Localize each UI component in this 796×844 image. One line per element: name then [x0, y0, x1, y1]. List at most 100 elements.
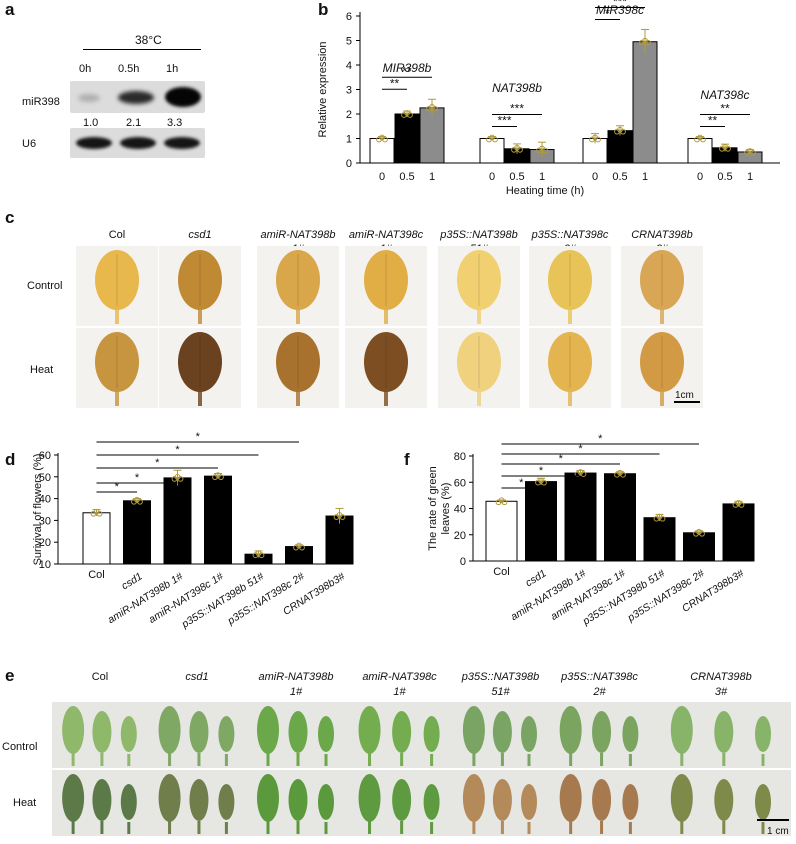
data-point [620, 128, 626, 135]
data-point [659, 515, 666, 522]
leaf-photo-control [438, 246, 520, 326]
y-axis-label: leaves (%) [440, 483, 452, 535]
group-name: MIR398b [383, 61, 432, 75]
rosette-leaf-photo-heat [548, 770, 651, 836]
sig-marker: * [598, 433, 603, 445]
u6-blot-image [70, 128, 205, 158]
rosette-leaf-photo-control [453, 702, 548, 768]
genotype-line-e: 1# [289, 686, 303, 698]
genotype-line-e: 1# [393, 686, 406, 698]
data-point [177, 475, 184, 482]
x-tick-label: 1 [539, 171, 545, 183]
data-point [580, 471, 587, 477]
data-point [432, 105, 438, 112]
mir398-blot-image [70, 81, 205, 113]
bar [123, 500, 151, 565]
bar [419, 107, 445, 164]
sig-marker: *** [510, 102, 524, 116]
rosette-leaf-photo-heat [246, 770, 346, 836]
x-tick-label: 1 [642, 171, 648, 183]
genotype-header-c: CRNAT398b [631, 229, 693, 241]
sig-marker: * [115, 481, 120, 493]
group-name: MIR398c [596, 3, 644, 17]
y-tick-label: 20 [39, 537, 51, 549]
x-axis-label: Heating time (h) [506, 185, 584, 197]
genotype-header-c: csd1 [188, 229, 212, 241]
data-point [645, 39, 651, 46]
data-point [339, 514, 346, 520]
leaf-photo-control [257, 246, 339, 326]
genotype-line-e: 51# [491, 686, 510, 698]
genotype-line-e: 2# [593, 686, 606, 698]
timepoint-0: 0h [79, 63, 92, 75]
quant-2: 3.3 [167, 117, 183, 129]
genotype-header-e: Col [91, 671, 109, 683]
leaf-photo-heat [438, 328, 520, 408]
scale-bar-e [757, 819, 789, 821]
chart-f-green-leaves: 0 20 40 60 80 The rate of green leaves (%) Col c… [427, 433, 755, 628]
y-tick-label: 40 [39, 494, 51, 506]
y-tick-label: 30 [39, 515, 51, 527]
sig-marker: * [519, 477, 524, 489]
leaf-photo-control [621, 246, 703, 326]
sig-marker: ** [708, 114, 718, 128]
bar [525, 481, 557, 562]
sig-marker: ** [402, 64, 412, 78]
sig-marker: * [539, 465, 544, 477]
x-tick-label: 0 [697, 171, 703, 183]
panel-label-f: f [404, 450, 410, 469]
bar [285, 546, 313, 565]
y-tick-label: 3 [346, 85, 352, 97]
bar [607, 130, 633, 164]
bar [163, 477, 192, 565]
data-point [137, 498, 143, 505]
x-tick-label: csd1 [119, 570, 144, 592]
data-point [699, 530, 705, 537]
leaf-photo-control [345, 246, 427, 326]
row-label-u6: U6 [22, 138, 37, 150]
x-tick-label: 0.5 [717, 171, 732, 183]
x-tick-label: 0 [379, 171, 385, 183]
y-tick-label: 6 [346, 11, 352, 23]
x-tick-label: 1 [429, 171, 435, 183]
data-point [595, 136, 601, 143]
sig-marker: * [135, 472, 140, 484]
data-point [501, 499, 508, 506]
rosette-leaf-photo-heat [346, 770, 453, 836]
panel-label-d: d [5, 450, 16, 469]
rosette-leaf-photo-control [548, 702, 651, 768]
leaf-photo-heat [159, 328, 241, 408]
genotype-header-c: amiR-NAT398c [348, 229, 424, 241]
data-point [738, 502, 745, 508]
y-tick-label: 0 [460, 556, 466, 568]
sig-marker: * [155, 457, 160, 469]
temperature-line [83, 49, 201, 50]
sig-marker: * [196, 431, 201, 443]
x-tick-label: 1 [747, 171, 753, 183]
bar [394, 113, 420, 164]
bar [82, 512, 111, 565]
temperature-label: 38°C [135, 33, 162, 47]
bar [604, 473, 636, 562]
row-label-mir398: miR398 [22, 96, 60, 108]
data-point [541, 479, 547, 486]
rosette-leaf-photo-control [651, 702, 791, 768]
rosette-leaf-photo-heat [52, 770, 148, 836]
bar [479, 138, 505, 164]
y-tick-label: 10 [39, 559, 51, 571]
sig-marker: ** [720, 102, 730, 116]
data-point [700, 136, 706, 143]
sig-marker: * [175, 444, 180, 456]
data-point [492, 136, 498, 143]
y-tick-label: 4 [346, 60, 352, 72]
data-point [96, 510, 103, 517]
leaf-photo-control [529, 246, 611, 326]
cond-label-heat-c: Heat [30, 364, 54, 376]
data-point [299, 544, 305, 551]
sig-marker: * [605, 6, 610, 20]
rosette-leaf-photo-heat [651, 770, 791, 836]
data-point [517, 146, 523, 153]
group-name: NAT398b [492, 81, 542, 95]
data-point [620, 471, 626, 478]
